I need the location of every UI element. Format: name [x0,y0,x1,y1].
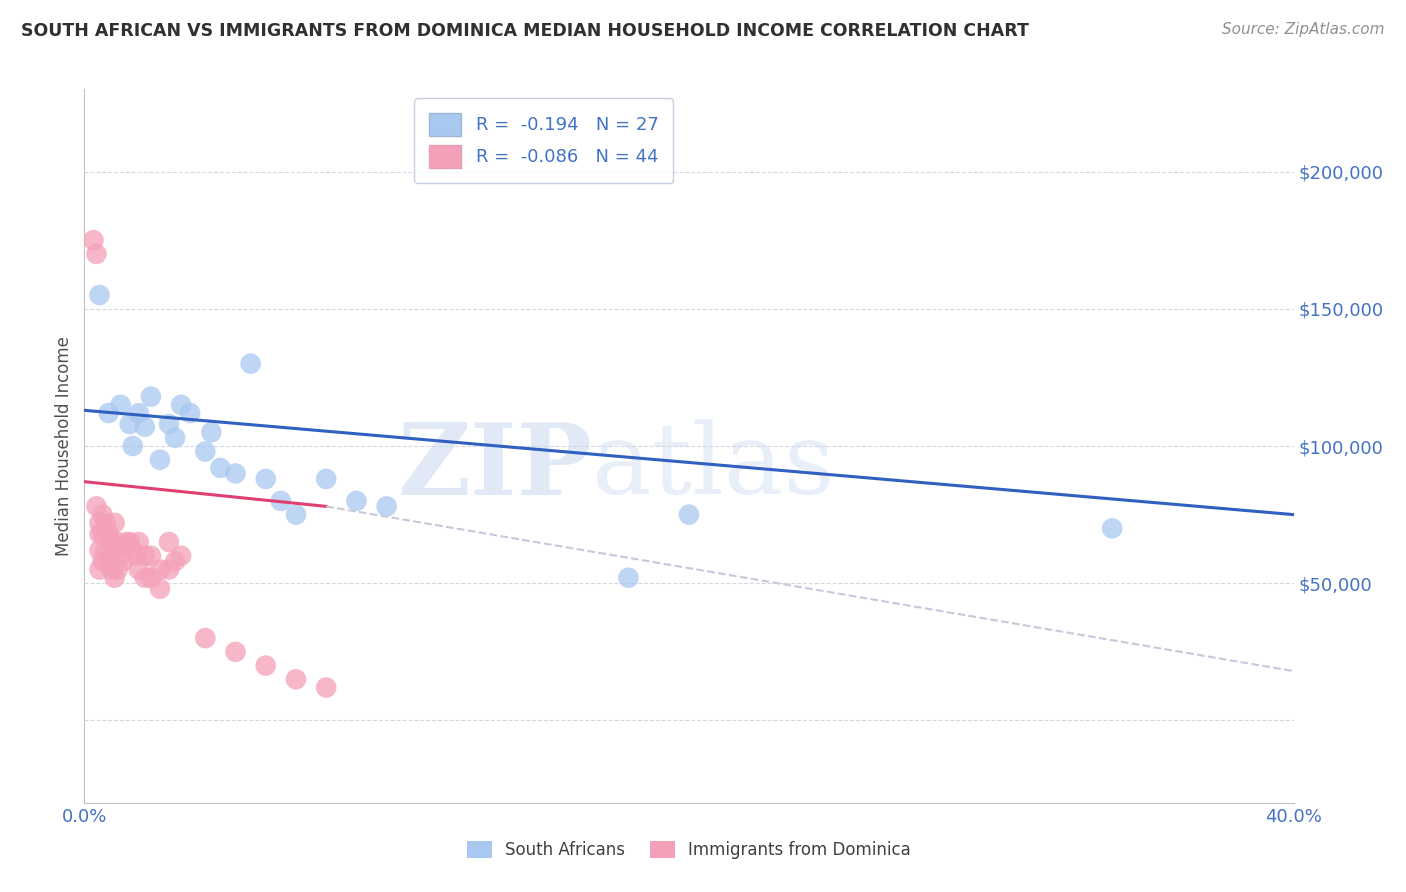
Point [128,562,150,576]
Point [254,472,277,486]
Point [194,444,217,458]
Text: atlas: atlas [592,419,835,516]
Point [617,571,640,585]
Point [125,549,148,563]
Point [91,508,114,522]
Point [82,233,104,247]
Point [375,500,398,514]
Point [121,439,143,453]
Point [89,526,111,541]
Point [1101,521,1123,535]
Point [149,562,172,576]
Point [149,582,172,596]
Point [209,461,232,475]
Point [115,535,138,549]
Point [149,452,172,467]
Point [110,549,132,563]
Point [89,543,111,558]
Point [97,554,120,568]
Point [170,398,193,412]
Text: ZIP: ZIP [398,419,592,516]
Point [139,549,162,563]
Point [134,419,156,434]
Point [139,571,162,585]
Point [157,417,180,431]
Y-axis label: Median Household Income: Median Household Income [55,336,73,556]
Point [315,472,337,486]
Point [91,526,114,541]
Point [285,673,308,687]
Point [121,543,143,558]
Point [157,535,180,549]
Point [128,535,150,549]
Point [97,406,120,420]
Point [139,390,162,404]
Point [270,494,292,508]
Point [165,431,187,445]
Point [104,543,127,558]
Point [94,543,117,558]
Point [239,357,262,371]
Point [170,549,193,563]
Point [94,516,117,530]
Point [89,288,111,302]
Point [194,631,217,645]
Point [678,508,700,522]
Point [254,658,277,673]
Point [118,535,141,549]
Legend: R =  -0.194   N = 27, R =  -0.086   N = 44: R = -0.194 N = 27, R = -0.086 N = 44 [415,98,673,183]
Point [134,549,156,563]
Point [157,562,180,576]
Point [104,516,127,530]
Point [91,554,114,568]
Point [128,406,150,420]
Point [225,467,247,481]
Point [315,681,337,695]
Point [346,494,368,508]
Point [179,406,201,420]
Point [107,562,129,576]
Point [112,554,135,568]
Point [86,247,108,261]
Point [200,425,222,440]
Point [285,508,308,522]
Point [89,562,111,576]
Text: Source: ZipAtlas.com: Source: ZipAtlas.com [1222,22,1385,37]
Point [100,535,122,549]
Point [134,571,156,585]
Point [97,526,120,541]
Point [86,500,108,514]
Point [100,562,122,576]
Point [118,417,141,431]
Point [165,554,187,568]
Point [89,516,111,530]
Point [104,571,127,585]
Point [110,398,132,412]
Text: SOUTH AFRICAN VS IMMIGRANTS FROM DOMINICA MEDIAN HOUSEHOLD INCOME CORRELATION CH: SOUTH AFRICAN VS IMMIGRANTS FROM DOMINIC… [21,22,1029,40]
Point [225,645,247,659]
Point [107,535,129,549]
